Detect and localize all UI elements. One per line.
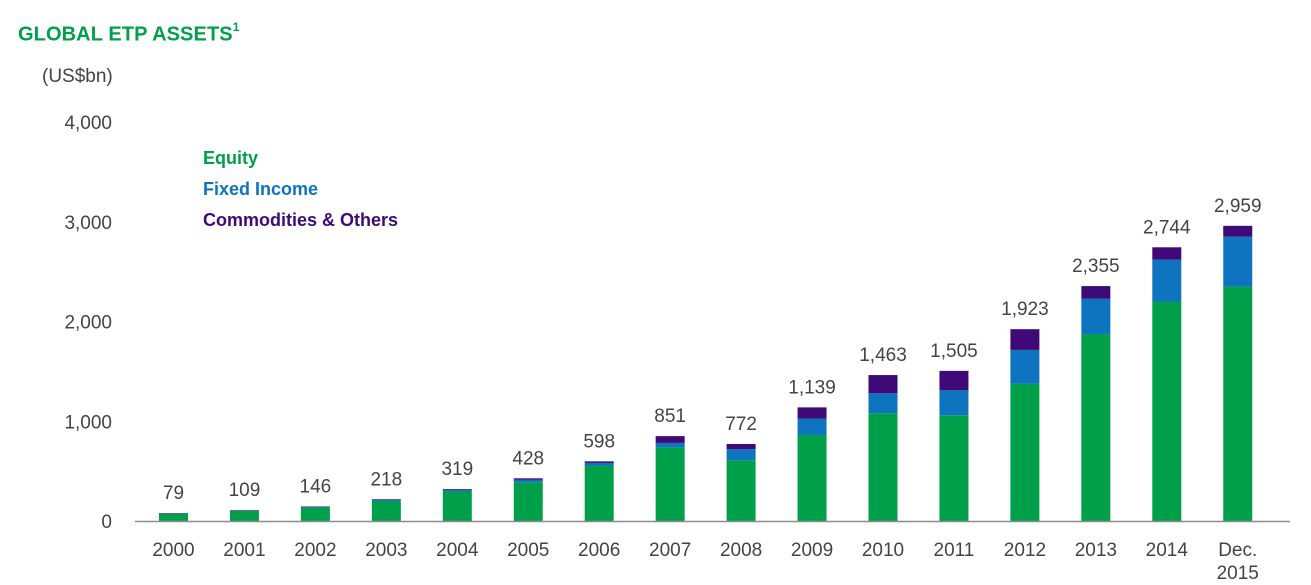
bar-total-label: 1,139 (788, 377, 836, 398)
bar-segment-equity (655, 447, 685, 521)
bar-total-label: 319 (441, 459, 473, 480)
x-tick-label: 2000 (152, 540, 194, 561)
bar-segment-commodities (371, 499, 401, 500)
bar-segment-fixed-income (797, 418, 827, 436)
x-tick-label: 2013 (1075, 540, 1117, 561)
bar-segment-fixed-income (442, 490, 472, 492)
bar-total-label: 218 (370, 469, 402, 490)
bar-segment-commodities (1223, 225, 1253, 237)
bar-segment-commodities (939, 370, 969, 391)
bar-segment-fixed-income (371, 499, 401, 501)
bar-total-label: 2,744 (1143, 217, 1191, 238)
bar-total-label: 79 (163, 483, 184, 504)
chart-title: GLOBAL ETP ASSETS1 (18, 20, 240, 47)
bar-total-label: 146 (300, 476, 332, 497)
bar-total-label: 2,355 (1072, 256, 1120, 277)
bar-segment-fixed-income (939, 390, 969, 416)
bar-total-label: 109 (229, 480, 261, 501)
bar-segment-commodities (868, 375, 898, 394)
bar-segment-equity (797, 435, 827, 521)
x-tick-label: Dec. 2015 (1217, 540, 1259, 584)
x-tick-label: 2002 (294, 540, 336, 561)
bar-segment-commodities (797, 407, 827, 419)
bar-segment-fixed-income (868, 393, 898, 414)
y-tick-label: 0 (101, 512, 112, 533)
bar-segment-commodities (584, 461, 614, 463)
legend-item-fixed-income: Fixed Income (203, 179, 319, 199)
x-tick-label: 2007 (649, 540, 691, 561)
bar-segment-commodities (1152, 247, 1182, 260)
bar-total-label: 851 (654, 406, 686, 427)
bar-segment-equity (939, 415, 969, 521)
bar-segment-commodities (442, 489, 472, 491)
x-tick-label: 2001 (223, 540, 265, 561)
bar-segment-equity (1010, 383, 1040, 521)
x-tick-label: 2009 (791, 540, 833, 561)
bar-segment-fixed-income (655, 442, 685, 448)
x-tick-label: 2004 (436, 540, 479, 561)
bar-segment-fixed-income (1152, 259, 1182, 302)
bar-segment-fixed-income (1010, 349, 1040, 384)
bar-segment-equity (1223, 286, 1253, 521)
bar-segment-equity (371, 500, 401, 521)
y-tick-label: 1,000 (64, 412, 112, 433)
bar-segment-fixed-income (513, 479, 543, 483)
x-tick-label: 2012 (1004, 540, 1046, 561)
x-tick-label: 2006 (578, 540, 620, 561)
bar-segment-equity (300, 507, 330, 521)
bar-segment-equity (229, 510, 259, 521)
bar-segment-commodities (726, 443, 756, 450)
y-tick-label: 4,000 (64, 113, 112, 134)
bar-total-label: 772 (725, 414, 757, 435)
bar-total-label: 1,463 (859, 345, 907, 366)
bar-segment-commodities (655, 436, 685, 443)
chart-title-text: GLOBAL ETP ASSETS (18, 23, 233, 46)
chart-title-footnote: 1 (232, 20, 240, 34)
x-tick-label: 2014 (1146, 540, 1189, 561)
total-labels-group: 79 109 146 218 319 428 598 851 772 1,139 1,463 1,50… (163, 196, 1262, 504)
bars-group (159, 225, 1253, 521)
bar-segment-fixed-income (726, 449, 756, 461)
bar-segment-fixed-income (1081, 298, 1111, 334)
bar-segment-equity (1152, 301, 1182, 521)
legend-item-commodities: Commodities & Others (203, 210, 399, 230)
bar-segment-equity (726, 460, 756, 521)
bar-segment-equity (584, 465, 614, 521)
bar-segment-equity (159, 513, 188, 521)
x-tick-label: 2003 (365, 540, 407, 561)
bar-segment-commodities (513, 478, 543, 480)
bar-segment-equity (868, 413, 898, 521)
bar-total-label: 428 (512, 448, 544, 469)
x-tick-label: 2011 (934, 540, 975, 561)
x-tick-label: 2008 (720, 540, 762, 561)
bar-segment-commodities (1081, 286, 1111, 299)
bar-segment-equity (513, 482, 543, 521)
bar-total-label: 598 (583, 431, 615, 452)
bar-total-label: 1,505 (930, 341, 978, 362)
y-axis: 0 1,000 2,000 3,000 4,000 (64, 113, 112, 533)
bar-total-label: 1,923 (1001, 299, 1049, 320)
legend-item-equity: Equity (203, 148, 259, 168)
bar-segment-fixed-income (1223, 236, 1253, 287)
y-axis-unit-label: (US$bn) (42, 66, 113, 87)
bar-segment-fixed-income (584, 462, 614, 466)
chart-legend: Equity Fixed Income Commodities & Others (203, 143, 398, 236)
bar-segment-equity (442, 491, 472, 521)
y-tick-label: 3,000 (64, 213, 112, 234)
x-axis: 2000 2001 2002 2003 2004 2005 2006 2007 2008 2009… (152, 540, 1259, 584)
x-tick-label: 2010 (862, 540, 904, 561)
bar-segment-equity (1081, 333, 1111, 521)
bar-total-label: 2,959 (1214, 196, 1262, 217)
x-tick-label: 2005 (507, 540, 549, 561)
y-tick-label: 2,000 (64, 313, 112, 334)
bar-segment-commodities (1010, 329, 1040, 350)
